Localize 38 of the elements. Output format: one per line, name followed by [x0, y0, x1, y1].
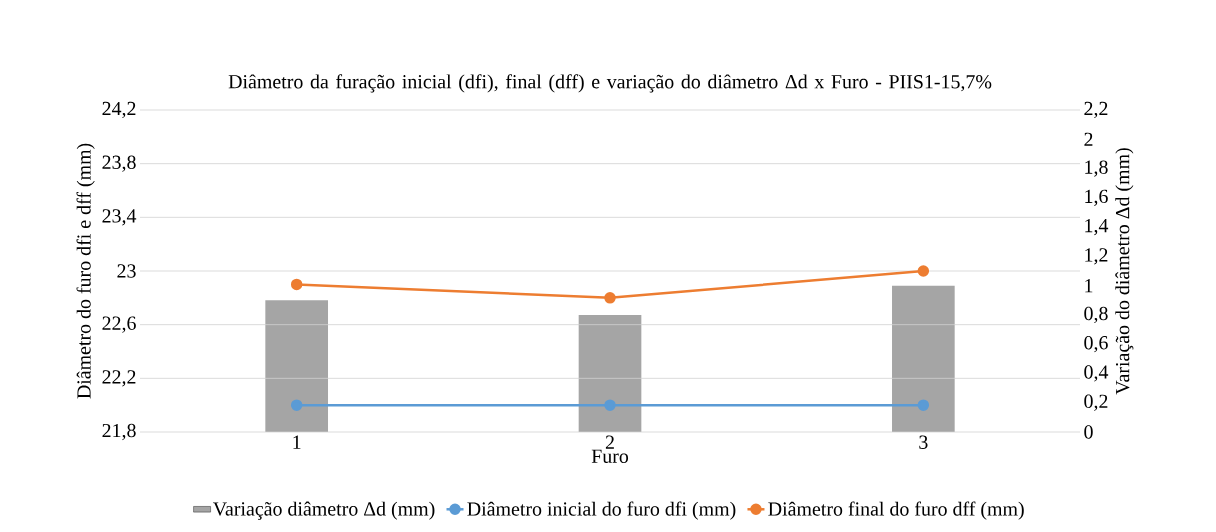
y2-tick-label: 2 — [1084, 132, 1093, 146]
y-tick-label: 21,8 — [102, 423, 136, 441]
point — [604, 292, 616, 304]
y2-axis-title: Variação do diâmetro Δd (mm) — [1115, 148, 1134, 395]
legend-label: Diâmetro inicial do furo dfi (mm) — [467, 501, 736, 520]
y2-tick-label: 0,6 — [1084, 336, 1108, 353]
y-axis-title: Diâmetro do furo dfi e dff (mm) — [76, 143, 95, 399]
y2-tick-label: 0,8 — [1084, 306, 1108, 324]
legend-label: Variação diâmetro Δd (mm) — [212, 501, 435, 520]
y-tick-label: 23,8 — [102, 155, 136, 172]
y2-tick-label: 1,6 — [1085, 189, 1108, 206]
y-tick-label: 22,6 — [102, 316, 136, 333]
y2-tick-label: 1 — [1085, 279, 1093, 293]
bar — [265, 300, 329, 432]
point — [290, 399, 303, 411]
y-tick-label: 24,2 — [102, 101, 136, 119]
x-axis-title: Furo — [591, 449, 629, 463]
point — [917, 265, 930, 277]
y-tick-label: 23 — [117, 264, 136, 278]
y2-tick-label: 0,4 — [1084, 365, 1109, 382]
chart-title: Diâmetro da furação inicial (dfi), final (dff) e variação do diâmetro Δd x Furo - PIIS1-15,7% — [228, 74, 992, 93]
y2-tick-label: 1,8 — [1085, 160, 1108, 177]
point — [290, 278, 303, 291]
point — [917, 399, 930, 411]
x-tick-label: 3 — [919, 435, 928, 449]
legend-label: Diâmetro final do furo dff (mm) — [768, 501, 1024, 520]
y2-tick-label: 0,2 — [1084, 394, 1108, 411]
x-tick-label: 1 — [293, 435, 301, 449]
y-tick-label: 22,2 — [102, 370, 136, 387]
bar — [578, 314, 642, 432]
bar — [892, 285, 955, 432]
x-tick-label: 2 — [605, 435, 614, 449]
y2-tick-label: 0 — [1084, 425, 1093, 439]
y2-tick-label: 1,2 — [1085, 248, 1108, 265]
y2-tick-label: 2,2 — [1084, 101, 1108, 119]
point — [604, 399, 616, 411]
y-tick-label: 23,4 — [102, 209, 137, 226]
y2-tick-label: 1,4 — [1085, 218, 1109, 236]
